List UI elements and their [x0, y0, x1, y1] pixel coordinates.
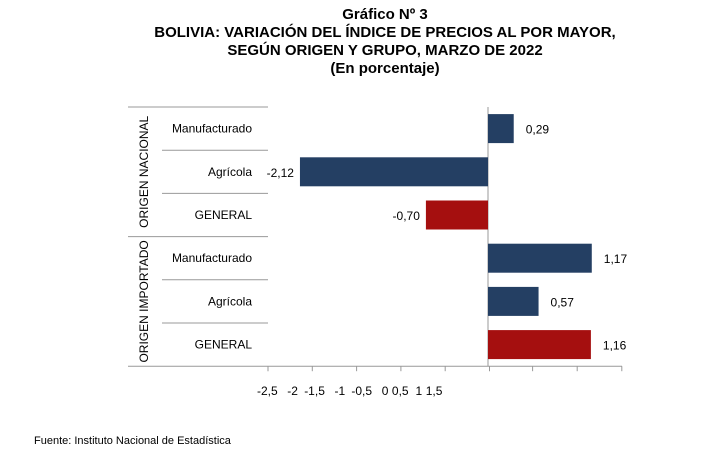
data-label: -0,70 [393, 209, 421, 223]
data-label: 1,17 [604, 252, 628, 266]
source-note: Fuente: Instituto Nacional de Estadístic… [34, 435, 231, 447]
category-label: GENERAL [195, 208, 253, 222]
bar-manufacturado-0 [488, 114, 514, 144]
chart-subtitle: (En porcentaje) [330, 60, 440, 77]
data-label: 1,16 [603, 339, 627, 353]
x-tick-label: -2 [287, 384, 298, 398]
bar-general-1 [488, 330, 591, 360]
category-label: GENERAL [195, 338, 253, 352]
bar-general-0 [425, 200, 488, 230]
x-tick-label: 1 [416, 384, 423, 398]
x-tick-label: -1,5 [304, 384, 325, 398]
chart-title-line-2: BOLIVIA: VARIACIÓN DEL ÍNDICE DE PRECIOS… [154, 24, 616, 41]
data-label: -2,12 [267, 166, 295, 180]
group-label: ORIGEN NACIONAL [137, 115, 151, 227]
chart-title-line-3: SEGÚN ORIGEN Y GRUPO, MARZO DE 2022 [227, 42, 543, 59]
category-label: Manufacturado [172, 251, 252, 265]
x-tick-label: -1 [335, 384, 346, 398]
x-tick-label: -0,5 [351, 384, 372, 398]
x-tick-label: 0 [382, 384, 389, 398]
bar-agr-cola-0 [299, 157, 488, 187]
category-label: Agrícola [208, 165, 252, 179]
category-label: Agrícola [208, 294, 252, 308]
category-label: Manufacturado [172, 122, 252, 136]
bar-agr-cola-1 [488, 286, 539, 316]
x-tick-label: -2,5 [257, 384, 278, 398]
x-tick-label: 1,5 [426, 384, 443, 398]
group-label: ORIGEN IMPORTADO [137, 240, 151, 362]
chart-title-block: Gráfico Nº 3 BOLIVIA: VARIACIÓN DEL ÍNDI… [0, 6, 728, 78]
x-tick-label: 0,5 [392, 384, 409, 398]
data-label: 0,29 [526, 123, 550, 137]
chart-title: Gráfico Nº 3 [342, 6, 428, 23]
bar-manufacturado-1 [488, 243, 592, 273]
data-label: 0,57 [551, 295, 575, 309]
